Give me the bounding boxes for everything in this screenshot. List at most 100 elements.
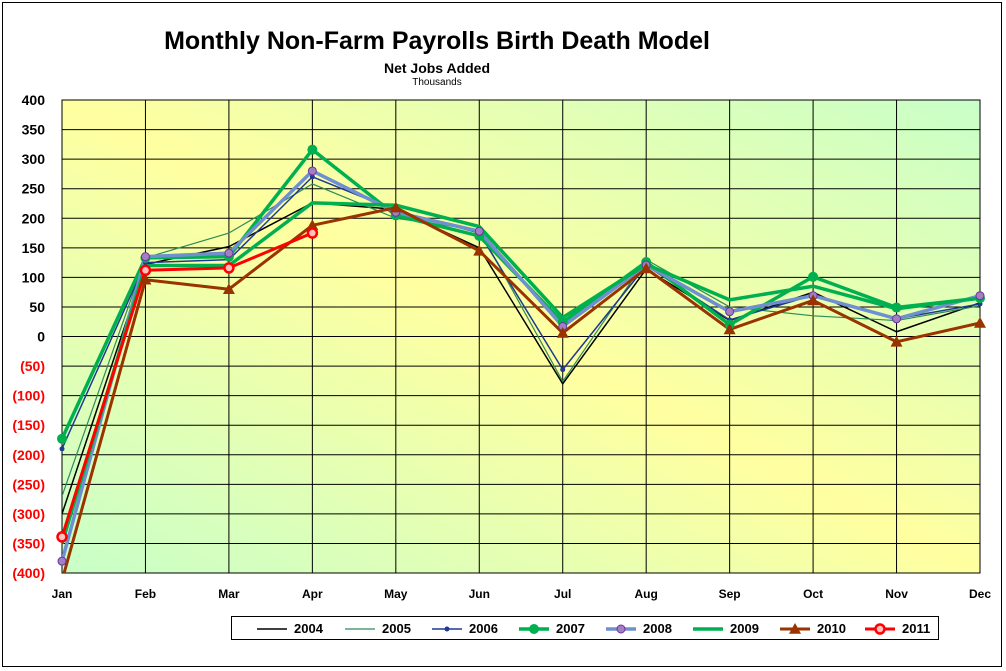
data-point-2008 [474,226,484,236]
legend-swatch-2009 [693,627,723,631]
series-lines [62,147,980,573]
data-point-2008 [57,556,67,566]
y-axis: 400 350 300 250 200 150 100 50 0 (50) (100) (150) (2… [12,92,45,581]
legend-marker-2011 [874,623,886,635]
data-point-2006 [560,367,566,373]
data-point-2010 [389,201,402,213]
data-point-2010 [556,326,569,338]
data-point-2007 [307,144,318,155]
legend-label: 2006 [469,621,498,636]
data-point-2010 [807,294,820,306]
series-line-2010 [62,206,980,573]
data-point-2007 [891,302,902,313]
x-axis: Jan Feb Mar Apr May Jun Jul Aug Sep Oct Nov Dec [52,587,992,601]
y-tick-label: (100) [12,388,45,404]
x-tick-label: Mar [218,587,240,601]
data-point-2007 [808,271,819,282]
x-tick-label: Jan [52,587,73,601]
legend-item-2010: 2010 [777,620,862,638]
legend-label: 2008 [643,621,672,636]
legend-item-2009: 2009 [690,620,775,638]
data-point-2010 [473,244,486,256]
y-tick-label: (200) [12,447,45,463]
data-point-2008 [307,166,317,176]
legend-swatch-2006 [432,626,462,632]
x-tick-label: May [384,587,408,601]
y-tick-label: 150 [22,240,46,256]
y-tick-label: 200 [22,210,46,226]
legend-item-2011: 2011 [862,620,947,638]
legend-swatch-2007 [519,624,549,634]
y-tick-label: (300) [12,506,45,522]
data-point-2010 [139,273,152,285]
data-point-2007 [57,433,67,444]
x-tick-label: Sep [719,587,741,601]
series-line-2011 [62,231,313,538]
legend-swatch-2011 [865,623,895,635]
chart-title: Monthly Non-Farm Payrolls Birth Death Mo… [164,27,710,55]
legend-label: 2007 [556,621,585,636]
data-point-2010 [974,316,986,328]
data-point-2006 [309,174,315,180]
legend-marker-2008 [616,624,626,634]
y-tick-label: 300 [22,151,46,167]
y-tick-label: 350 [22,122,46,138]
series-line-2008 [62,169,980,562]
data-point-2010 [222,283,235,294]
legend-swatch-2005 [345,628,375,630]
legend-item-2005: 2005 [342,620,427,638]
y-tick-label: 250 [22,181,46,197]
y-tick-label: (250) [12,476,45,492]
chart-units: Thousands [412,77,462,88]
x-tick-label: Jul [554,587,571,601]
legend-label: 2011 [902,621,931,636]
x-tick-label: Apr [302,587,323,601]
legend-label: 2005 [382,621,411,636]
y-tick-label: 100 [22,269,46,285]
gridlines [61,99,981,574]
legend-item-2004: 2004 [254,620,339,638]
legend-label: 2004 [294,621,323,636]
legend-swatch-2004 [257,628,287,630]
x-tick-label: Feb [135,587,156,601]
data-point-2011 [56,531,68,543]
legend-item-2008: 2008 [603,620,688,638]
series-line-2009 [62,201,980,544]
data-point-2008 [725,307,735,317]
data-point-2010 [306,219,319,231]
legend-marker-2006 [444,626,450,632]
x-tick-label: Aug [635,587,658,601]
legend-item-2006: 2006 [429,620,514,638]
data-point-2010 [640,262,653,274]
y-tick-label: (50) [20,358,45,374]
legend-label: 2010 [817,621,846,636]
series-line-2005 [62,183,980,497]
legend-item-2007: 2007 [516,620,601,638]
data-point-2008 [892,314,902,324]
legend-marker-2007 [529,624,539,634]
data-point-2011 [306,227,319,239]
data-point-2008 [975,291,985,301]
data-point-2008 [140,252,150,262]
y-tick-label: (350) [12,535,45,551]
legend-swatch-2010 [780,623,810,634]
legend-marker-2010 [789,623,801,634]
legend: 2004 2005 2006 2007 2008 2009 2010 2011 [231,616,939,640]
data-point-2008 [224,248,234,258]
x-tick-label: Oct [803,587,823,601]
y-tick-label: 0 [37,329,45,345]
data-point-2011 [139,264,152,277]
chart-subtitle: Net Jobs Added [383,60,491,76]
x-tick-label: Dec [969,587,991,601]
legend-swatch-2008 [606,624,636,634]
data-point-2010 [890,335,903,347]
series-markers [56,144,986,566]
y-tick-label: 50 [29,299,45,315]
y-tick-label: (400) [12,565,45,581]
legend-label: 2009 [730,621,759,636]
x-tick-label: Jun [469,587,490,601]
x-tick-label: Nov [885,587,908,601]
y-tick-label: 400 [22,92,46,108]
data-point-2011 [223,262,235,274]
